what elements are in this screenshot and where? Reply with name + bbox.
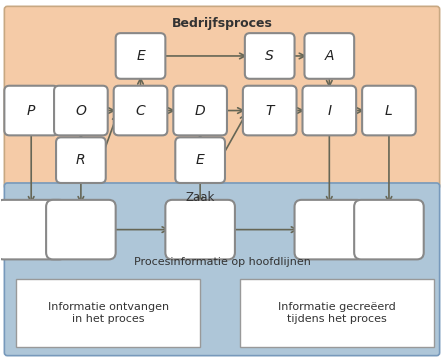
Text: Zaak: Zaak xyxy=(186,191,215,205)
FancyBboxPatch shape xyxy=(243,86,297,135)
FancyBboxPatch shape xyxy=(56,137,106,183)
FancyBboxPatch shape xyxy=(16,279,200,347)
Text: C: C xyxy=(135,104,145,118)
FancyBboxPatch shape xyxy=(54,86,108,135)
Text: E: E xyxy=(196,153,205,167)
Text: Bedrijfsproces: Bedrijfsproces xyxy=(171,17,273,30)
FancyBboxPatch shape xyxy=(4,7,440,189)
FancyBboxPatch shape xyxy=(46,200,116,260)
FancyBboxPatch shape xyxy=(114,86,167,135)
FancyBboxPatch shape xyxy=(305,33,354,79)
FancyBboxPatch shape xyxy=(245,33,294,79)
Text: I: I xyxy=(327,104,331,118)
Text: L: L xyxy=(385,104,393,118)
FancyBboxPatch shape xyxy=(354,200,424,260)
Text: A: A xyxy=(325,49,334,63)
FancyBboxPatch shape xyxy=(362,86,416,135)
FancyBboxPatch shape xyxy=(4,86,58,135)
Text: P: P xyxy=(27,104,36,118)
Text: D: D xyxy=(195,104,206,118)
FancyBboxPatch shape xyxy=(0,200,66,260)
FancyBboxPatch shape xyxy=(116,33,165,79)
Text: T: T xyxy=(266,104,274,118)
FancyBboxPatch shape xyxy=(175,137,225,183)
Text: S: S xyxy=(266,49,274,63)
FancyBboxPatch shape xyxy=(173,86,227,135)
Text: R: R xyxy=(76,153,86,167)
Text: O: O xyxy=(75,104,86,118)
FancyBboxPatch shape xyxy=(294,200,364,260)
FancyBboxPatch shape xyxy=(165,200,235,260)
FancyBboxPatch shape xyxy=(240,279,434,347)
FancyBboxPatch shape xyxy=(4,183,440,355)
Text: Informatie ontvangen
in het proces: Informatie ontvangen in het proces xyxy=(48,302,169,324)
Text: E: E xyxy=(136,49,145,63)
FancyBboxPatch shape xyxy=(302,86,356,135)
Text: Procesinformatie op hoofdlijnen: Procesinformatie op hoofdlijnen xyxy=(134,257,310,268)
Text: Informatie gecreëerd
tijdens het proces: Informatie gecreëerd tijdens het proces xyxy=(278,302,396,324)
